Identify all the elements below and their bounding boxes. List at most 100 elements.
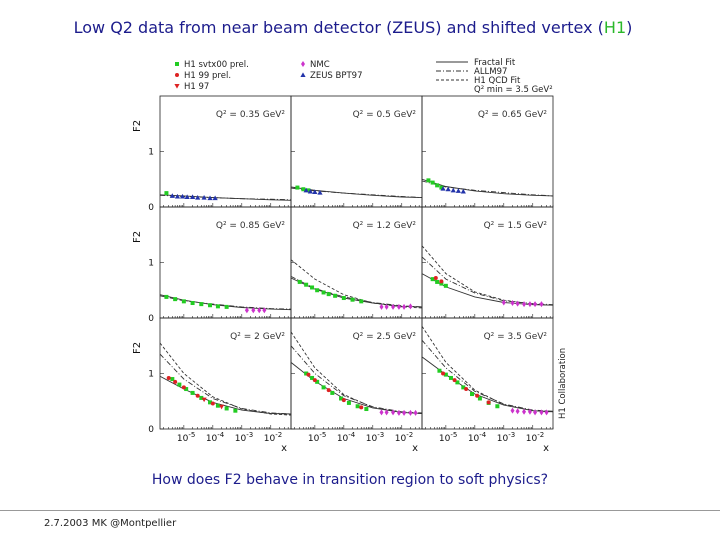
legend-line-label: Q² min = 3.5 GeV² — [474, 85, 553, 95]
data-point — [166, 375, 171, 380]
legend-entry-label: ZEUS BPT97 — [310, 71, 362, 81]
data-point — [184, 387, 189, 392]
data-point — [326, 292, 331, 297]
data-point — [435, 183, 440, 188]
panel-2: Q² = 0.5 GeV² — [290, 95, 423, 208]
x-tick-label: 10-5 — [308, 431, 326, 444]
data-point — [251, 307, 256, 314]
data-point — [301, 187, 306, 192]
data-point — [208, 303, 213, 308]
data-point — [321, 385, 326, 390]
data-point — [190, 301, 195, 306]
data-point — [215, 403, 220, 408]
data-point — [199, 302, 204, 307]
data-point — [408, 409, 413, 416]
y-tick-label: 0 — [148, 314, 154, 324]
data-point — [539, 301, 544, 308]
x-axis-label: x — [281, 443, 287, 454]
y-tick-label: 0 — [148, 203, 154, 213]
data-point — [215, 304, 220, 309]
y-tick-label: 1 — [148, 259, 154, 269]
data-point — [391, 409, 396, 416]
x-tick-label: 10-3 — [235, 431, 253, 444]
data-point — [430, 277, 435, 282]
q2-label: Q² = 0.85 GeV² — [216, 221, 286, 231]
legend-marker — [174, 84, 180, 89]
data-point — [315, 288, 320, 293]
data-point — [210, 401, 215, 406]
q2-label: Q² = 3.5 GeV² — [484, 332, 548, 342]
data-point — [379, 303, 384, 310]
data-point — [408, 303, 413, 310]
fit-curve-dashdot — [160, 194, 291, 201]
panel-curves — [291, 259, 422, 309]
x-tick-label: 10-4 — [337, 431, 356, 444]
data-point — [212, 195, 218, 201]
data-point — [262, 307, 267, 314]
fit-curve-dashdot — [160, 353, 291, 415]
legend-marker — [300, 72, 306, 77]
y-axis-label: F2 — [132, 342, 143, 354]
data-point — [430, 180, 435, 185]
data-point — [173, 297, 178, 302]
data-point — [413, 409, 418, 416]
q2-label: Q² = 0.5 GeV² — [353, 110, 417, 120]
data-point — [461, 385, 466, 390]
data-point — [310, 285, 315, 290]
collaboration-annotation: H1 Collaboration — [558, 348, 568, 419]
panel-curves — [160, 194, 291, 201]
data-point — [522, 301, 527, 308]
data-point — [179, 193, 186, 199]
data-point — [224, 406, 229, 411]
y-axis-label: F2 — [132, 231, 143, 243]
data-point — [317, 189, 323, 195]
y-tick-label: 1 — [148, 148, 154, 158]
data-point — [195, 194, 201, 200]
data-point — [510, 300, 515, 307]
data-point — [190, 390, 195, 395]
panel-curves — [422, 326, 553, 413]
q2-label: Q² = 0.65 GeV² — [478, 110, 548, 120]
legend-entry-label: H1 97 — [184, 82, 209, 92]
data-point — [189, 194, 196, 200]
fit-curve-dashed — [291, 331, 422, 414]
data-point — [443, 283, 448, 288]
panel-6: Q² = 1.5 GeV² — [421, 206, 554, 319]
data-point — [396, 409, 401, 416]
data-point — [440, 186, 446, 191]
data-point — [443, 372, 448, 377]
data-point — [224, 304, 229, 309]
data-point — [475, 393, 480, 398]
x-tick-label: 10-2 — [264, 431, 282, 444]
data-point — [396, 303, 401, 310]
x-tick-label: 10-2 — [395, 431, 413, 444]
data-point — [455, 380, 460, 385]
y-tick-label: 1 — [148, 370, 154, 380]
data-point — [477, 396, 482, 401]
fit-curve-dashed — [422, 326, 553, 413]
data-point — [244, 307, 249, 314]
slide-title: Low Q2 data from near beam detector (ZEU… — [0, 18, 706, 37]
data-point — [527, 408, 532, 415]
data-point — [307, 188, 313, 194]
fit-curve-solid — [160, 375, 291, 415]
x-tick-label: 10-5 — [177, 431, 195, 444]
panel-7: Q² = 2 GeV² — [159, 317, 292, 430]
data-point — [402, 303, 407, 310]
data-point — [486, 400, 491, 405]
data-point — [448, 375, 453, 380]
q2-label: Q² = 2.5 GeV² — [353, 332, 417, 342]
data-point — [364, 407, 369, 412]
data-point — [310, 375, 315, 380]
data-point — [391, 303, 396, 310]
panel-5: Q² = 1.2 GeV² — [290, 206, 423, 319]
data-point — [201, 397, 207, 403]
data-point — [515, 408, 520, 415]
data-point — [439, 279, 444, 284]
title-end: ) — [626, 18, 633, 37]
panel-9: Q² = 3.5 GeV² — [421, 317, 554, 430]
data-point — [544, 409, 549, 416]
data-point — [303, 187, 309, 193]
